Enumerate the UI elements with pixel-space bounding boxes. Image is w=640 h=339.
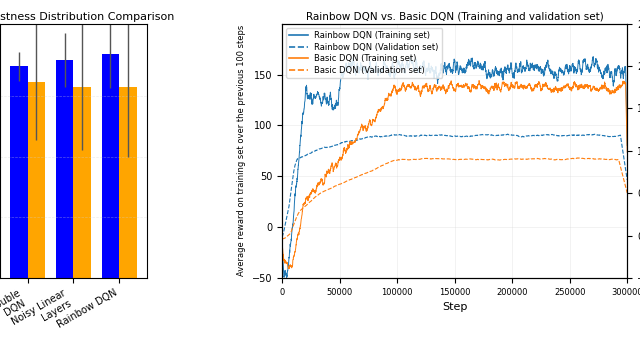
Y-axis label: Average reward on training set over the previous 100 steps: Average reward on training set over the …	[237, 25, 246, 277]
Basic DQN (Validation set)	[279, 237, 287, 241]
Rainbow DQN (Training set)	[406, 55, 414, 59]
Rainbow DQN (Validation set)	[579, 133, 587, 137]
Line: Basic DQN (Validation set): Basic DQN (Validation set)	[282, 158, 627, 239]
Basic DQN (Validation set)	[617, 165, 625, 170]
Basic DQN (Training set)	[285, 266, 292, 271]
Rainbow DQN (Validation set)	[623, 178, 631, 182]
Rainbow DQN (Training set)	[426, 71, 433, 75]
Rainbow DQN (Validation set)	[617, 134, 625, 138]
Basic DQN (Training set)	[317, 178, 325, 182]
Basic DQN (Validation set)	[580, 156, 588, 160]
Rainbow DQN (Validation set)	[504, 132, 511, 136]
Bar	[102, 54, 119, 278]
Basic DQN (Training set)	[278, 241, 286, 245]
Rainbow DQN (Validation set)	[338, 141, 346, 145]
Basic DQN (Validation set)	[623, 191, 631, 195]
Rainbow DQN (Training set)	[617, 76, 625, 80]
Rainbow DQN (Validation set)	[426, 133, 433, 137]
Legend: Rainbow DQN (Training set), Rainbow DQN (Validation set), Basic DQN (Training se: Rainbow DQN (Training set), Rainbow DQN …	[286, 28, 442, 78]
Rainbow DQN (Validation set)	[410, 134, 418, 138]
Basic DQN (Training set)	[623, 150, 631, 154]
Basic DQN (Training set)	[411, 85, 419, 89]
Rainbow DQN (Training set)	[411, 66, 419, 71]
Line: Basic DQN (Training set): Basic DQN (Training set)	[282, 81, 627, 268]
Basic DQN (Validation set)	[575, 156, 582, 160]
Rainbow DQN (Training set)	[338, 72, 346, 76]
Bar	[56, 60, 74, 278]
Rainbow DQN (Validation set)	[278, 235, 286, 239]
Rainbow DQN (Training set)	[278, 241, 286, 245]
Bar	[10, 66, 28, 278]
Rainbow DQN (Validation set)	[317, 146, 325, 151]
Basic DQN (Validation set)	[338, 181, 346, 185]
Bar	[119, 87, 136, 278]
Rainbow DQN (Training set)	[317, 104, 325, 108]
Line: Rainbow DQN (Validation set): Rainbow DQN (Validation set)	[282, 134, 627, 237]
Rainbow DQN (Training set)	[283, 275, 291, 279]
Basic DQN (Validation set)	[411, 157, 419, 161]
Basic DQN (Training set)	[617, 85, 625, 89]
Basic DQN (Validation set)	[278, 237, 286, 241]
Basic DQN (Training set)	[580, 85, 588, 89]
Rainbow DQN (Training set)	[580, 58, 588, 62]
Basic DQN (Validation set)	[426, 157, 433, 161]
Basic DQN (Validation set)	[317, 191, 325, 195]
Line: Rainbow DQN (Training set): Rainbow DQN (Training set)	[282, 57, 627, 277]
Title: Robustness Distribution Comparison: Robustness Distribution Comparison	[0, 12, 175, 22]
Title: Rainbow DQN vs. Basic DQN (Training and validation set): Rainbow DQN vs. Basic DQN (Training and …	[306, 12, 604, 22]
Basic DQN (Training set)	[476, 79, 483, 83]
Bar	[28, 82, 45, 278]
Rainbow DQN (Training set)	[623, 143, 631, 147]
Basic DQN (Training set)	[426, 86, 433, 90]
Basic DQN (Training set)	[338, 157, 346, 161]
Bar	[74, 87, 91, 278]
X-axis label: Step: Step	[442, 302, 467, 312]
